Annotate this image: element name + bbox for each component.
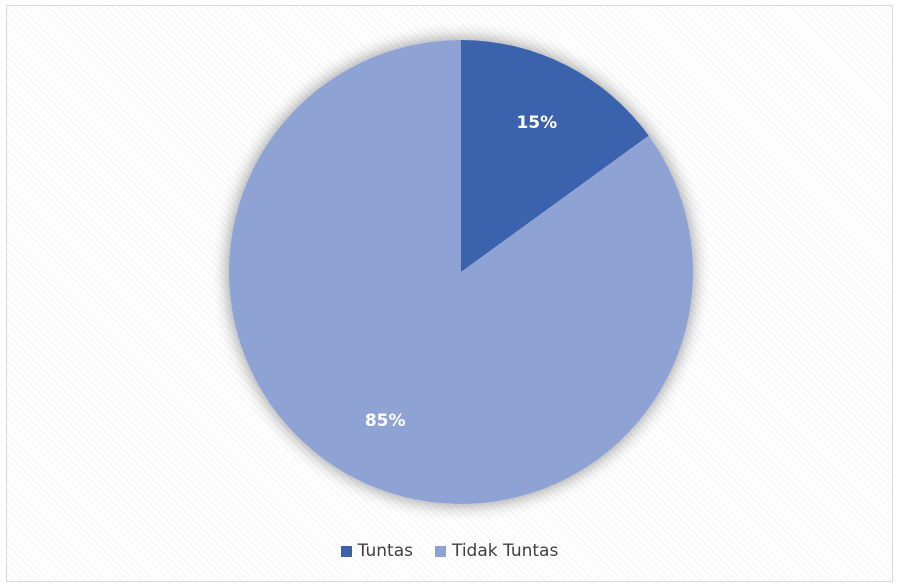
data-label-tuntas: 15% [516, 113, 557, 133]
legend-label-tuntas: Tuntas [357, 541, 413, 561]
pie-slice-tidak-tuntas [229, 40, 693, 505]
legend-swatch-tidak-tuntas [434, 545, 446, 557]
data-label-tidak-tuntas: 85% [365, 411, 406, 431]
legend-swatch-tuntas [340, 545, 352, 557]
legend-label-tidak-tuntas: Tidak Tuntas [451, 541, 559, 561]
pie-slice-tuntas [461, 40, 649, 272]
legend-item-tidak-tuntas: Tidak Tuntas [434, 541, 559, 561]
chart-legend: Tuntas Tidak Tuntas [0, 541, 899, 561]
legend-item-tuntas: Tuntas [340, 541, 413, 561]
